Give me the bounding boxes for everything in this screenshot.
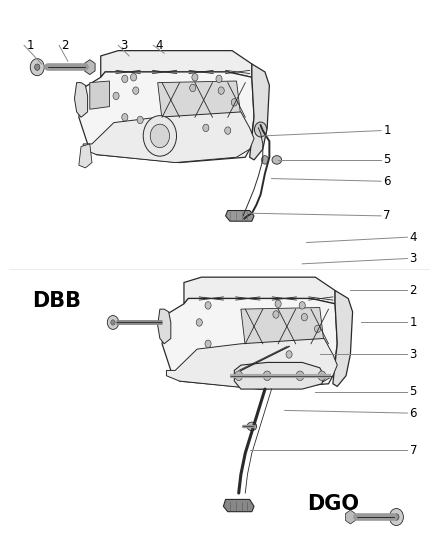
Polygon shape (101, 51, 252, 77)
Circle shape (273, 311, 279, 318)
Circle shape (263, 371, 271, 381)
Circle shape (394, 514, 399, 520)
Polygon shape (83, 112, 254, 163)
Text: 1: 1 (26, 39, 34, 52)
Circle shape (30, 59, 44, 76)
Circle shape (314, 325, 321, 333)
Circle shape (286, 351, 292, 358)
Text: DGO: DGO (307, 494, 359, 514)
Polygon shape (79, 144, 92, 168)
Polygon shape (158, 309, 171, 344)
Polygon shape (234, 362, 324, 389)
Text: 1: 1 (410, 316, 417, 329)
Polygon shape (74, 83, 88, 117)
Text: 7: 7 (410, 444, 417, 457)
Text: 3: 3 (120, 39, 128, 52)
Circle shape (35, 64, 40, 70)
Text: 3: 3 (410, 348, 417, 361)
Circle shape (113, 92, 119, 100)
Circle shape (296, 371, 304, 381)
Text: DBB: DBB (32, 291, 81, 311)
Circle shape (131, 74, 137, 81)
Circle shape (318, 371, 326, 381)
Circle shape (261, 156, 268, 164)
Circle shape (107, 316, 119, 329)
Circle shape (133, 87, 139, 94)
Circle shape (299, 302, 305, 309)
Polygon shape (79, 72, 254, 163)
Circle shape (225, 127, 231, 134)
Text: 5: 5 (383, 154, 391, 166)
Circle shape (137, 116, 143, 124)
Polygon shape (226, 211, 254, 221)
Polygon shape (162, 298, 337, 389)
Polygon shape (158, 81, 241, 120)
Ellipse shape (247, 422, 257, 431)
Text: 5: 5 (410, 385, 417, 398)
Circle shape (301, 313, 307, 321)
Text: 4: 4 (410, 231, 417, 244)
Polygon shape (223, 499, 254, 512)
Circle shape (122, 75, 128, 83)
Text: 4: 4 (155, 39, 163, 52)
Circle shape (192, 74, 198, 81)
Polygon shape (241, 308, 324, 346)
Polygon shape (90, 81, 110, 109)
Text: 3: 3 (410, 252, 417, 265)
Circle shape (218, 87, 224, 94)
Circle shape (203, 124, 209, 132)
Circle shape (205, 340, 211, 348)
Polygon shape (166, 338, 337, 389)
Circle shape (196, 319, 202, 326)
Circle shape (254, 122, 267, 137)
Polygon shape (250, 64, 269, 160)
Circle shape (235, 371, 243, 381)
Circle shape (205, 302, 211, 309)
Circle shape (275, 300, 281, 308)
Text: 2: 2 (61, 39, 69, 52)
Text: 6: 6 (383, 175, 391, 188)
Circle shape (231, 99, 237, 106)
Circle shape (111, 320, 115, 325)
Polygon shape (333, 290, 353, 386)
Circle shape (389, 508, 403, 526)
Text: 2: 2 (410, 284, 417, 297)
Circle shape (190, 84, 196, 92)
Polygon shape (184, 277, 335, 304)
Circle shape (150, 124, 170, 148)
Circle shape (122, 114, 128, 121)
Text: 6: 6 (410, 407, 417, 419)
Ellipse shape (272, 156, 282, 164)
Text: 7: 7 (383, 209, 391, 222)
Text: 1: 1 (383, 124, 391, 137)
Circle shape (216, 75, 222, 83)
Circle shape (143, 116, 177, 156)
